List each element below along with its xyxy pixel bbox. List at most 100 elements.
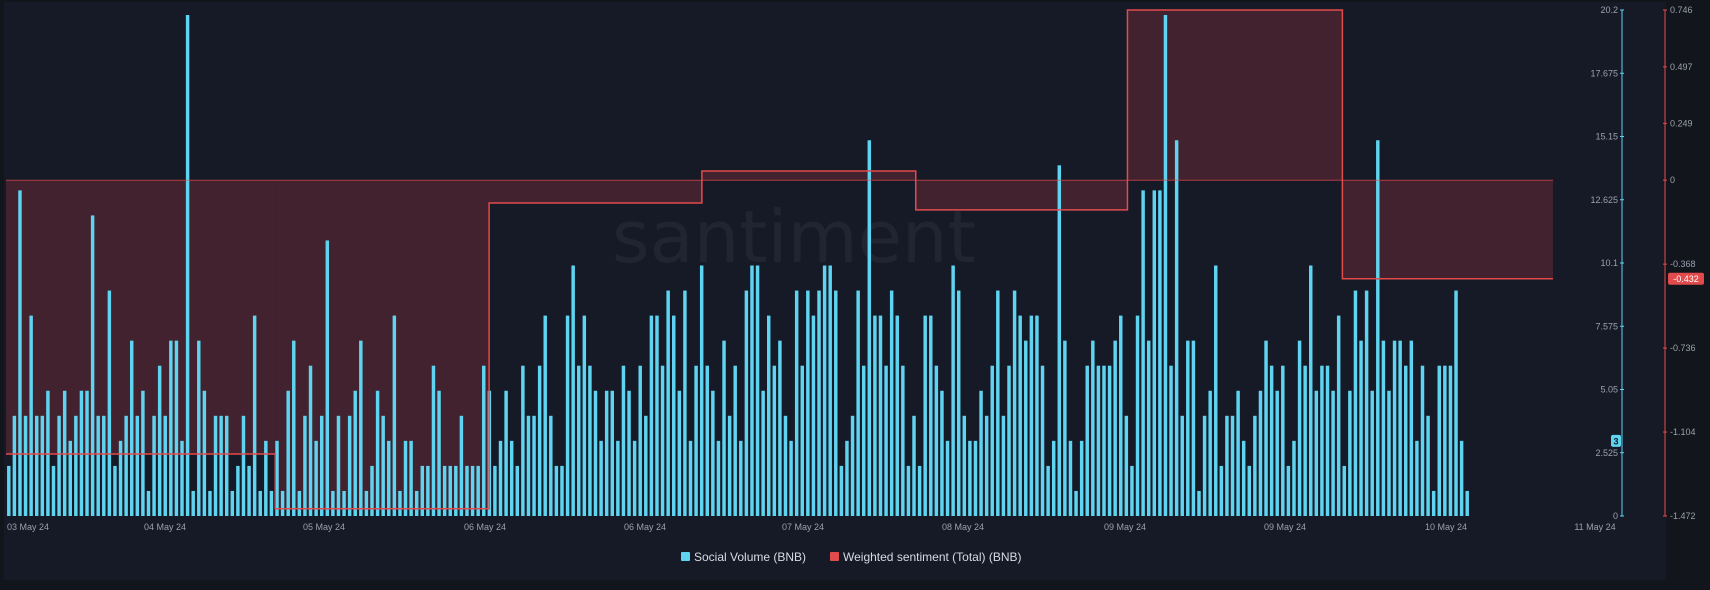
bar-253 xyxy=(1420,365,1425,516)
sentiment-area-6 xyxy=(1342,180,1553,279)
legend-sentiment-swatch[interactable] xyxy=(830,552,839,561)
bar-67 xyxy=(381,415,385,516)
bar-181 xyxy=(1018,315,1022,516)
bar-78 xyxy=(442,465,447,516)
legend-sentiment-label[interactable]: Weighted sentiment (Total) (BNB) xyxy=(843,550,1022,564)
bar-202 xyxy=(1135,315,1140,516)
bar-180 xyxy=(1012,290,1017,516)
bar-165 xyxy=(929,315,933,516)
bar-144 xyxy=(811,315,816,516)
social-volume-tick-8: 20.2 xyxy=(1600,5,1618,15)
bar-231 xyxy=(1297,340,1302,516)
bar-49 xyxy=(280,490,285,516)
bar-160 xyxy=(901,365,905,516)
bar-129 xyxy=(727,415,732,516)
bar-166 xyxy=(934,365,939,516)
bar-254 xyxy=(1426,415,1430,516)
bar-87 xyxy=(493,465,497,516)
bar-47 xyxy=(269,490,274,516)
bar-177 xyxy=(996,290,1000,516)
bar-51 xyxy=(292,340,296,516)
bar-198 xyxy=(1113,340,1117,516)
bar-149 xyxy=(839,465,844,516)
bar-239 xyxy=(1342,465,1346,516)
bar-112 xyxy=(632,440,637,516)
bar-213 xyxy=(1197,490,1201,516)
bar-195 xyxy=(1096,365,1101,516)
bar-173 xyxy=(973,440,978,516)
bar-204 xyxy=(1146,340,1151,516)
bar-214 xyxy=(1202,415,1207,516)
bar-18 xyxy=(107,290,112,516)
bar-57 xyxy=(325,240,330,516)
bar-36 xyxy=(208,490,212,516)
bar-190 xyxy=(1068,440,1073,516)
bar-125 xyxy=(705,365,709,516)
bar-132 xyxy=(744,290,749,516)
social-volume-tick-5: 12.625 xyxy=(1590,195,1618,205)
x-tick-1: 04 May 24 xyxy=(144,522,186,532)
bar-5 xyxy=(35,415,39,516)
social-volume-tick-0: 0 xyxy=(1613,511,1618,521)
bar-159 xyxy=(895,315,899,516)
bar-74 xyxy=(420,465,425,516)
x-tick-6: 08 May 24 xyxy=(942,522,984,532)
bar-172 xyxy=(968,440,972,516)
bar-48 xyxy=(275,440,279,516)
bar-197 xyxy=(1107,365,1112,516)
bar-183 xyxy=(1029,315,1034,516)
bar-233 xyxy=(1309,265,1313,516)
bar-192 xyxy=(1079,440,1084,516)
bar-133 xyxy=(750,265,754,516)
bar-136 xyxy=(767,315,771,516)
bar-26 xyxy=(152,415,156,516)
bar-80 xyxy=(454,465,458,516)
bar-232 xyxy=(1303,365,1307,516)
bar-203 xyxy=(1141,190,1145,517)
bar-238 xyxy=(1336,315,1341,516)
bar-223 xyxy=(1253,415,1257,516)
bar-52 xyxy=(297,490,302,516)
bar-207 xyxy=(1163,15,1168,516)
x-tick-8: 09 May 24 xyxy=(1264,522,1306,532)
sentiment-tick-5: 0.249 xyxy=(1670,118,1693,128)
bar-38 xyxy=(219,415,223,516)
bar-56 xyxy=(319,415,324,516)
bar-98 xyxy=(554,465,559,516)
bar-139 xyxy=(783,415,788,516)
bar-216 xyxy=(1214,265,1218,516)
bar-171 xyxy=(962,415,967,516)
bar-209 xyxy=(1174,140,1179,516)
bar-134 xyxy=(755,265,760,516)
bar-37 xyxy=(213,415,218,516)
bar-146 xyxy=(822,265,827,516)
bar-210 xyxy=(1180,415,1184,516)
bar-45 xyxy=(258,490,262,516)
bar-154 xyxy=(867,140,872,516)
bar-105 xyxy=(593,390,598,516)
bar-11 xyxy=(68,440,72,516)
bar-33 xyxy=(191,490,195,516)
bar-230 xyxy=(1292,440,1296,516)
x-tick-3: 06 May 24 xyxy=(464,522,506,532)
bar-217 xyxy=(1219,465,1224,516)
x-tick-0: 03 May 24 xyxy=(7,522,49,532)
legend[interactable]: Social Volume (BNB) Weighted sentiment (… xyxy=(681,550,1022,564)
bar-73 xyxy=(414,490,419,516)
bar-252 xyxy=(1415,440,1419,516)
bar-186 xyxy=(1046,465,1050,516)
bar-191 xyxy=(1074,490,1078,516)
bar-30 xyxy=(174,340,179,516)
bar-235 xyxy=(1320,365,1324,516)
bar-72 xyxy=(409,440,413,516)
bar-237 xyxy=(1331,390,1335,516)
bar-1 xyxy=(12,415,17,516)
legend-social-volume-swatch[interactable] xyxy=(681,552,690,561)
bar-226 xyxy=(1269,365,1274,516)
bar-205 xyxy=(1152,190,1157,517)
legend-social-volume-label[interactable]: Social Volume (BNB) xyxy=(694,550,806,564)
bar-50 xyxy=(286,390,290,516)
bar-244 xyxy=(1370,390,1374,516)
bar-135 xyxy=(761,390,765,516)
